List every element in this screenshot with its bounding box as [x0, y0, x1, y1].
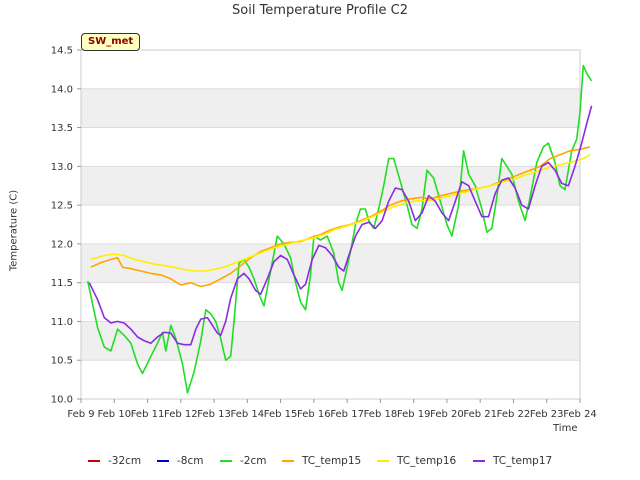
x-tick-label: Feb 9 [67, 409, 94, 420]
x-tick-label: Feb 23 [530, 409, 564, 420]
background-band [81, 321, 580, 361]
x-tick-label: Feb 12 [164, 409, 198, 420]
legend-swatch-8cm [157, 460, 169, 462]
series-layer [86, 64, 593, 394]
legend-label-tc-temp15: TC_temp15 [302, 455, 362, 467]
background-band [81, 88, 580, 128]
series-line-2cm [86, 64, 593, 394]
station-badge: SW_met [81, 33, 141, 51]
x-tick-label: Feb 14 [231, 409, 265, 420]
y-tick-label: 10.0 [51, 395, 73, 406]
x-tick-label: Feb 13 [197, 409, 231, 420]
y-tick-label: 13.0 [51, 162, 73, 173]
y-tick-label: 10.5 [51, 356, 73, 367]
y-tick-label: 13.5 [51, 123, 73, 134]
legend-swatch-tc-temp15 [282, 460, 294, 462]
y-axis-ticks: 10.0 10.5 11.0 11.5 12.0 12.5 13.0 13.5 14.0 14.5 [51, 46, 81, 406]
x-tick-label: Feb 15 [264, 409, 298, 420]
legend-swatch-32cm [88, 460, 100, 462]
x-tick-label: Feb 19 [397, 409, 431, 420]
x-tick-label: Feb 21 [463, 409, 497, 420]
legend-item-8cm[interactable]: -8cm [157, 453, 203, 469]
legend-swatch-2cm [220, 460, 232, 462]
x-tick-label: Feb 10 [97, 409, 131, 420]
x-tick-label: Feb 20 [430, 409, 464, 420]
x-tick-label: Feb 22 [497, 409, 531, 420]
x-tick-label: Feb 11 [131, 409, 165, 420]
x-axis-ticks: Feb 9 Feb 10 Feb 11 Feb 12 Feb 13 Feb 14 Feb 1… [67, 399, 597, 420]
legend-item-2cm[interactable]: -2cm [220, 453, 266, 469]
legend-item-tc-temp17[interactable]: TC_temp17 [473, 453, 552, 469]
y-axis-label: Temperature (C) [8, 189, 20, 272]
y-tick-label: 12.0 [51, 239, 73, 250]
legend-label-tc-temp16: TC_temp16 [397, 455, 457, 467]
chart-title: Soil Temperature Profile C2 [232, 3, 408, 18]
y-tick-label: 12.5 [51, 201, 73, 212]
y-tick-label: 11.5 [51, 278, 73, 289]
x-tick-label: Feb 16 [297, 409, 331, 420]
legend-item-32cm[interactable]: -32cm [88, 453, 141, 469]
legend-label-8cm: -8cm [177, 455, 204, 467]
legend-swatch-tc-temp16 [377, 460, 389, 462]
background-band [81, 166, 580, 206]
legend-swatch-tc-temp17 [473, 460, 485, 462]
y-tick-label: 14.5 [51, 46, 73, 57]
x-tick-label: Feb 18 [364, 409, 398, 420]
x-tick-label: Feb 24 [563, 409, 597, 420]
series-line-tc-temp17 [88, 105, 593, 346]
x-tick-label: Feb 17 [330, 409, 364, 420]
legend-item-tc-temp16[interactable]: TC_temp16 [377, 453, 456, 469]
legend-label-tc-temp17: TC_temp17 [493, 455, 553, 467]
x-axis-label: Time [553, 423, 578, 434]
background-bands [81, 88, 580, 361]
legend-item-tc-temp15[interactable]: TC_temp15 [282, 453, 361, 469]
background-band [81, 243, 580, 283]
legend-label-2cm: -2cm [240, 455, 267, 467]
y-tick-label: 11.0 [51, 317, 73, 328]
legend-label-32cm: -32cm [108, 455, 142, 467]
legend: -32cm -8cm -2cm TC_temp15 TC_temp16 TC_t… [0, 453, 640, 469]
y-tick-label: 14.0 [51, 84, 73, 95]
plot-border [80, 49, 581, 400]
